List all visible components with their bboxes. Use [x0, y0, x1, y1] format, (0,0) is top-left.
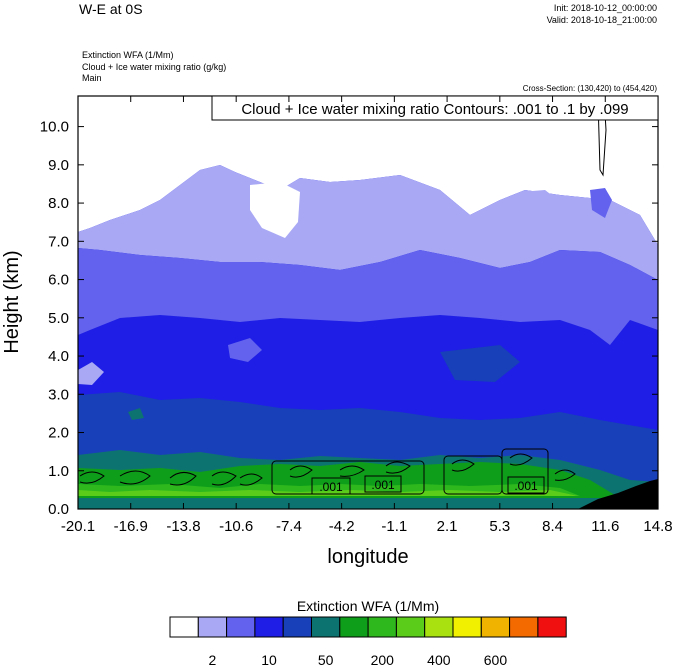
x-tick-label: -10.6	[219, 518, 253, 535]
y-tick-label: 2.0	[48, 425, 69, 442]
colorbar-ticks: 2 10 50 200 400 600	[209, 652, 508, 667]
colorbar-tick-label: 600	[484, 652, 508, 667]
y-tick-label: 0.0	[48, 501, 69, 518]
contour-info-box: Cloud + Ice water mixing ratio Contours:…	[211, 95, 659, 121]
svg-text:.001: .001	[371, 478, 395, 492]
field-description-1: Extinction WFA (1/Mm)	[82, 50, 174, 60]
x-tick-label: 14.8	[643, 518, 672, 535]
y-tick-label: 7.0	[48, 233, 69, 250]
y-tick-label: 3.0	[48, 386, 69, 403]
y-axis-label: Height (km)	[1, 250, 23, 353]
contour-info: Cloud + Ice water mixing ratio Contours:…	[241, 101, 628, 118]
y-tick-label: 4.0	[48, 348, 69, 365]
colorbar-box	[282, 616, 313, 638]
x-tick-label: -13.8	[166, 518, 200, 535]
x-tick-label: -7.4	[276, 518, 302, 535]
contour-label-1: .001	[311, 477, 351, 495]
colorbar-tick-label: 400	[427, 652, 451, 667]
colorbar-box	[169, 616, 199, 638]
field-description-2: Cloud + Ice water mixing ratio (g/kg)	[82, 62, 226, 72]
cross-section-label: Cross-Section: (130,420) to (454,420)	[523, 84, 658, 93]
x-axis-label: longitude	[327, 546, 408, 568]
contour-lines	[79, 448, 576, 495]
colorbar-box	[537, 616, 567, 638]
colorbar-box	[311, 616, 341, 638]
colorbar-box	[197, 616, 228, 638]
init-time: Init: 2018-10-12_00:00:00	[554, 3, 657, 13]
colorbar-box	[480, 616, 511, 638]
colorbar-box	[254, 616, 284, 638]
valid-time: Valid: 2018-10-18_21:00:00	[547, 15, 657, 25]
contour-label-2: .001	[364, 475, 402, 493]
colorbar-tick-label: 2	[209, 652, 217, 667]
x-tick-label: 2.1	[437, 518, 458, 535]
y-axis: 0.0 1.0 2.0 3.0 4.0 5.0 6.0 7.0 8.0 9.0 10.0	[40, 119, 658, 518]
y-tick-label: 1.0	[48, 463, 69, 480]
x-tick-label: -16.9	[114, 518, 148, 535]
colorbar	[169, 616, 567, 638]
field-description-3: Main	[82, 73, 102, 83]
colorbar-tick-label: 200	[371, 652, 395, 667]
x-tick-label: -4.2	[329, 518, 355, 535]
svg-text:.001: .001	[514, 479, 538, 493]
svg-text:.001: .001	[319, 480, 343, 494]
x-tick-label: 5.3	[489, 518, 510, 535]
x-tick-label: -1.1	[381, 518, 407, 535]
heatmap-field	[78, 96, 658, 509]
colorbar-box	[424, 616, 454, 638]
x-tick-label: 8.4	[542, 518, 563, 535]
colorbar-tick-label: 50	[318, 652, 334, 667]
y-tick-label: 6.0	[48, 272, 69, 289]
colorbar-box	[509, 616, 539, 638]
colorbar-title: Extinction WFA (1/Mm)	[297, 598, 439, 614]
y-tick-label: 9.0	[48, 157, 69, 174]
colorbar-box	[339, 616, 369, 638]
colorbar-box	[367, 616, 397, 638]
colorbar-box	[452, 616, 482, 638]
y-tick-label: 8.0	[48, 195, 69, 212]
colorbar-box	[395, 616, 426, 638]
x-axis: -20.1 -16.9 -13.8 -10.6 -7.4 -4.2 -1.1 2.1 5.3 8.…	[61, 96, 673, 535]
x-tick-label: 11.6	[591, 518, 619, 535]
chart-title: W-E at 0S	[79, 1, 143, 17]
colorbar-tick-label: 10	[261, 652, 277, 667]
colorbar-box	[226, 616, 256, 638]
x-tick-label: -20.1	[61, 518, 95, 535]
contour-label-3: .001	[507, 476, 545, 494]
y-tick-label: 5.0	[48, 310, 69, 327]
y-tick-label: 10.0	[40, 119, 69, 136]
